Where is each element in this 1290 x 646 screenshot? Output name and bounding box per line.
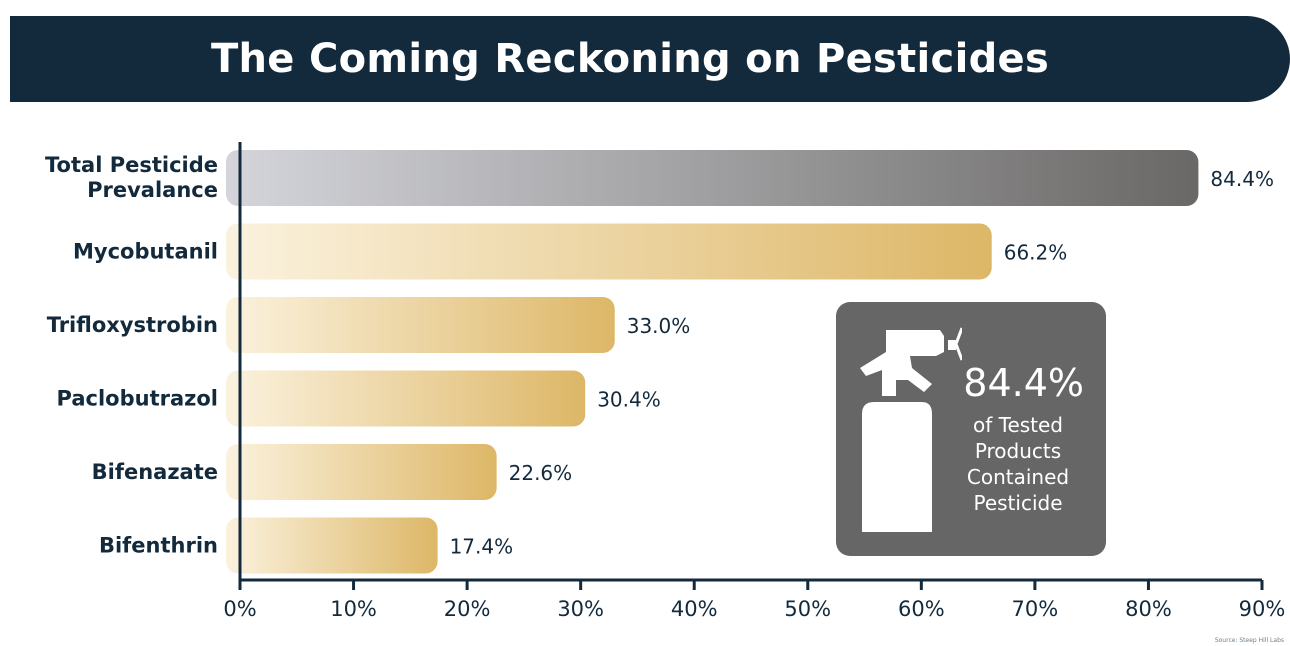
category-label-5: Bifenthrin xyxy=(99,534,218,558)
x-tick-label-7: 70% xyxy=(1012,597,1059,621)
value-label-1: 66.2% xyxy=(1004,241,1068,265)
x-tick-label-2: 20% xyxy=(444,597,491,621)
title-band: The Coming Reckoning on Pesticides xyxy=(10,16,1290,102)
bar-3 xyxy=(226,370,586,427)
callout-value: 84.4% xyxy=(963,361,1084,405)
bar-4 xyxy=(226,444,497,500)
category-label-3: Paclobutrazol xyxy=(57,387,218,411)
x-tick-label-0: 0% xyxy=(223,597,256,621)
category-label-0: Total Pesticide Prevalance xyxy=(45,153,218,202)
category-label-4: Bifenazate xyxy=(92,460,218,484)
x-tick-label-5: 50% xyxy=(784,597,831,621)
bar-5 xyxy=(226,517,438,574)
category-label-2: Trifloxystrobin xyxy=(47,313,218,337)
category-label-1: Mycobutanil xyxy=(73,240,218,264)
source-note: Source: Steep Hill Labs xyxy=(1214,637,1284,644)
value-label-3: 30.4% xyxy=(597,388,661,412)
x-tick-label-6: 60% xyxy=(898,597,945,621)
value-label-4: 22.6% xyxy=(509,461,573,485)
summary-callout: 84.4% of Tested Products Contained Pesti… xyxy=(836,302,1106,556)
x-tick-label-4: 40% xyxy=(671,597,718,621)
value-label-0: 84.4% xyxy=(1210,167,1274,191)
spray-bottle-icon xyxy=(860,327,962,532)
callout-caption: of Tested Products Contained Pesticide xyxy=(966,413,1070,515)
bar-1 xyxy=(226,223,992,280)
x-tick-label-1: 10% xyxy=(330,597,377,621)
value-label-5: 17.4% xyxy=(450,535,514,559)
x-tick-label-3: 30% xyxy=(557,597,604,621)
x-tick-label-8: 80% xyxy=(1125,597,1172,621)
value-label-2: 33.0% xyxy=(627,314,691,338)
chart-title: The Coming Reckoning on Pesticides xyxy=(210,36,1050,82)
bar-2 xyxy=(226,297,615,353)
bar-0 xyxy=(226,150,1199,206)
x-tick-label-9: 90% xyxy=(1239,597,1286,621)
